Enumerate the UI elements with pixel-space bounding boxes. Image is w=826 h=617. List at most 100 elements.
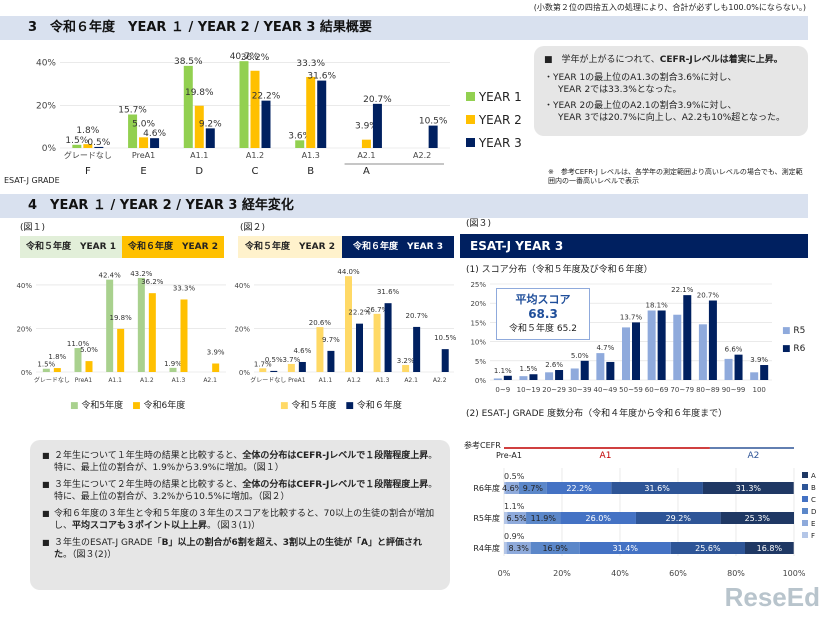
bar [373,313,381,372]
bar [270,370,278,372]
fig2-banner-r5: 令和５年度 YEAR 2 [238,236,342,258]
stack-segment [670,542,745,554]
x-tick-label: グレードなし [64,150,112,160]
y-tick-label: 0% [42,144,57,154]
chart-top-results: 0% 20% 40% グレードなし 1.5%1.8% 0.5% PreA1 15.7% 5.0%… [36,52,450,177]
x-tick-label: A1.2 [140,377,154,384]
x-tick-label: 30~39 [568,386,592,394]
data-label: 42.4% [99,272,122,280]
bar [74,348,82,372]
note-1: ２年生について１年生時の結果と比較すると、全体の分布はCEFR-Jレベルで１段階… [42,450,438,474]
y-tick-label: 20% [16,325,32,333]
x-tick-label: A1.1 [190,151,208,160]
data-label: 25.6% [695,544,721,553]
section3-title: 3 令和６年度 YEAR １ / YEAR 2 / YEAR 3 結果概要 [0,16,808,40]
data-label: 19.8% [110,314,133,322]
bar [683,295,692,380]
bar [169,367,177,372]
bar [139,137,149,148]
bar [372,103,382,148]
data-label: 31.4% [613,544,639,553]
grade-label: F [85,166,91,177]
data-label: 31.6% [644,484,670,493]
ref-cefr-label: 参考CEFR [464,441,501,450]
y-tick-label: 20% [470,300,486,308]
bar [183,65,193,148]
data-label: 20.7% [406,312,429,320]
bar [128,114,138,148]
bar [42,368,50,372]
summary-b2b: YEAR 3では20.7%に向上し、A2.2も10%超となった。 [558,113,785,123]
note-2: ３年生について２年生時の結果と比較すると、全体の分布はCEFR-Jレベルで１段階… [42,479,438,503]
data-label: 1.8% [76,126,99,136]
legend-label: A [811,472,816,480]
bar [250,70,260,148]
bar [94,146,104,148]
fig2-banner-r6: 令和６年度 YEAR 3 [342,236,454,258]
data-label: 36.2% [241,53,270,63]
data-label: 18.1% [646,301,669,309]
y-tick-label: 25% [470,281,486,289]
data-label: 3.9% [207,349,225,357]
bar [673,314,682,380]
bar [570,368,579,380]
legend-swatch [802,472,808,478]
grade-label: A [363,166,370,177]
y-tick-label: 40% [234,282,250,290]
data-label: 1.5% [37,361,55,369]
chart-fig3-score: 0% 5% 10% 15% 20% 25% 0~9 1.1% 10~19 1.5% 20~29 2.6… [470,281,772,394]
y-tick-label: 0% [21,369,32,377]
bar [596,353,605,380]
y-tick-label: 0% [239,369,250,377]
x-tick-label: 20~29 [542,386,566,394]
bar [724,358,733,380]
grade-label: D [195,166,203,177]
y-tick-label: 10% [470,339,486,347]
bar [72,144,82,148]
x-tick-label: 50~59 [619,386,643,394]
data-label: 36.2% [141,278,164,286]
data-label: 5.0% [132,119,155,129]
chart-fig1: 0% 20% 40% グレードなし 1.5%1.8% PreA1 11.0%5.0% A1.1… [16,270,226,384]
bar [298,361,306,372]
fig1-banner-r5: 令和５年度 YEAR 1 [20,236,122,258]
bar [428,125,438,148]
stack-segment [635,512,721,524]
data-label: 31.6% [377,288,400,296]
data-label: 9.2% [199,119,222,129]
x-tick-label: 60~69 [645,386,669,394]
bar [150,138,160,148]
bar [317,80,327,148]
bar [402,365,410,372]
x-tick-label: 10~19 [517,386,541,394]
bar [345,276,352,372]
bar [137,277,145,372]
data-label: 9.7% [322,336,340,344]
bar [698,324,707,380]
data-label: 8.3% [508,544,529,553]
bar [580,360,589,380]
data-label: 0.5% [504,472,525,481]
stack-segment [526,512,561,524]
legend-label: B [811,484,816,492]
bar [647,310,656,380]
data-label: 10.5% [419,117,448,127]
data-label: 16.9% [542,544,568,553]
bar [384,303,392,372]
legend-swatch [802,508,808,514]
bar [194,105,204,148]
data-label: 15.7% [118,106,147,116]
bar [356,323,363,372]
bar [205,128,215,148]
data-label: 22.1% [671,286,694,294]
data-label: 3.9% [750,356,768,364]
x-tick-label: PreA1 [288,377,306,384]
bar [503,375,512,380]
data-label: 1.8% [48,353,66,361]
rounding-note: (小数第２位の四捨五入の処理により、合計が必ずしも100.0%にならない。) [533,3,806,12]
data-label: 1.5% [65,136,88,146]
data-label: 0.5% [265,356,283,364]
x-tick-label: A1.2 [246,151,264,160]
bar [327,350,335,372]
row-label: R4年度 [473,543,500,553]
